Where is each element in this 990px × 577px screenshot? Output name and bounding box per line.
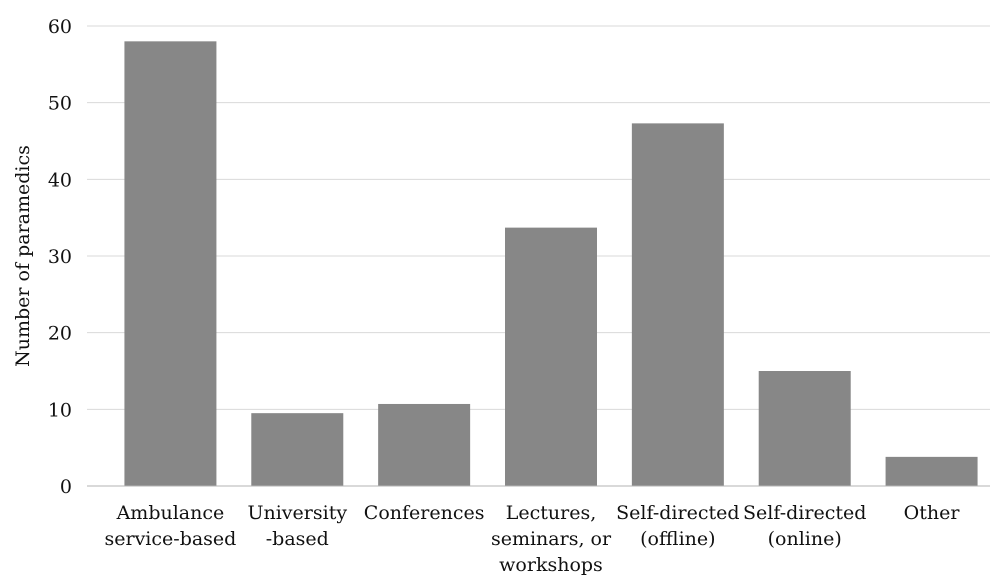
x-category-label: Other <box>904 502 961 524</box>
y-tick-label: 60 <box>48 16 72 38</box>
bar <box>378 403 471 486</box>
bar <box>505 227 597 486</box>
x-category-label: Conferences <box>364 502 485 524</box>
x-category-label: University -based <box>247 502 347 550</box>
bar <box>124 41 217 486</box>
x-category-label: Self-directed (offline) <box>616 502 739 550</box>
bar <box>251 413 344 486</box>
y-tick-label: 10 <box>48 399 72 421</box>
y-tick-label: 30 <box>48 246 72 268</box>
bar <box>758 371 851 486</box>
y-tick-label: 50 <box>48 93 72 115</box>
x-category-label: Lectures, seminars, or workshops <box>491 502 612 576</box>
x-category-label: Ambulance service-based <box>105 502 237 550</box>
bar <box>631 123 724 486</box>
y-axis-ticks: 0 10 20 30 40 50 60 <box>48 16 72 498</box>
x-category-label: Self-directed (online) <box>743 502 866 550</box>
y-tick-label: 40 <box>48 169 72 191</box>
bar <box>885 456 978 486</box>
y-tick-label: 20 <box>48 323 72 345</box>
y-axis-title: Number of paramedics <box>12 145 34 367</box>
bars <box>124 41 978 486</box>
y-tick-label: 0 <box>60 476 72 498</box>
